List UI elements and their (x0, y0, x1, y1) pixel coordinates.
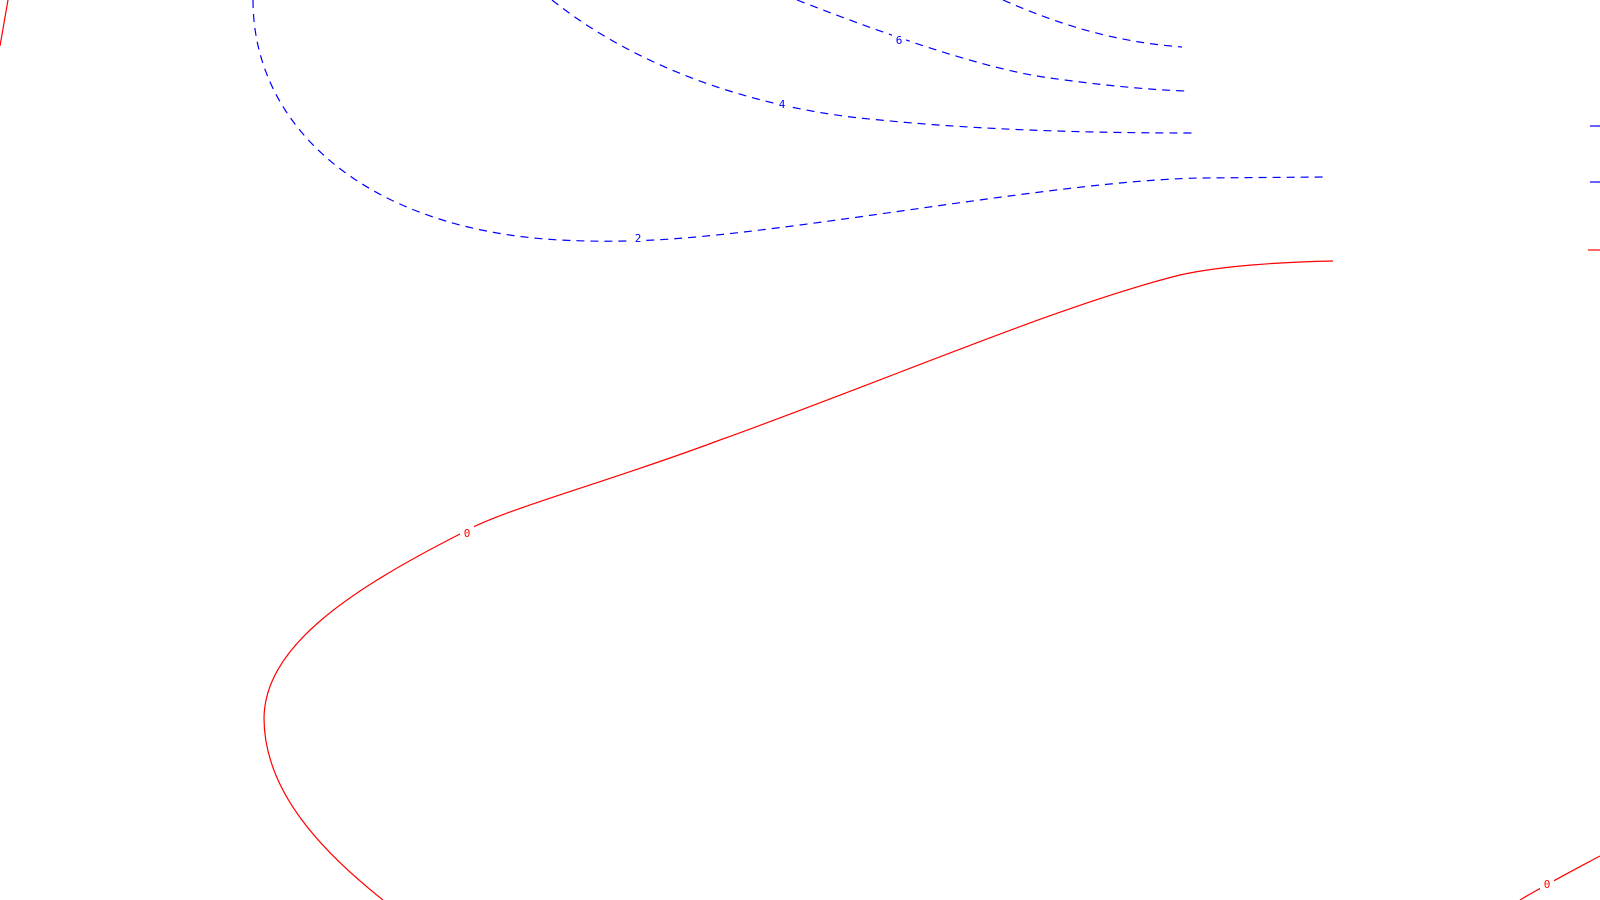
label-gap-2 (631, 231, 645, 245)
contour-line-level-0-corner (1519, 855, 1600, 900)
contour-line-level-4 (551, 0, 1194, 134)
label-gap-6 (892, 33, 906, 47)
contour-line-level-0 (263, 260, 1334, 900)
contour-line-level-2 (252, 0, 1327, 242)
label-gap-4 (775, 97, 789, 111)
contour-line-level-6 (796, 0, 1188, 92)
contour-label-4: 4 (779, 98, 786, 111)
contour-label-2: 2 (635, 232, 642, 245)
label-gap-0-corner (1540, 877, 1554, 891)
contour-label-0: 0 (464, 527, 471, 540)
contour-line-level-6-upper (1002, 0, 1183, 48)
contour-line-top-left-edge (0, 0, 9, 47)
contour-label-0-corner: 0 (1544, 878, 1551, 891)
contour-label-6: 6 (896, 34, 903, 47)
label-gap-0 (460, 526, 474, 540)
